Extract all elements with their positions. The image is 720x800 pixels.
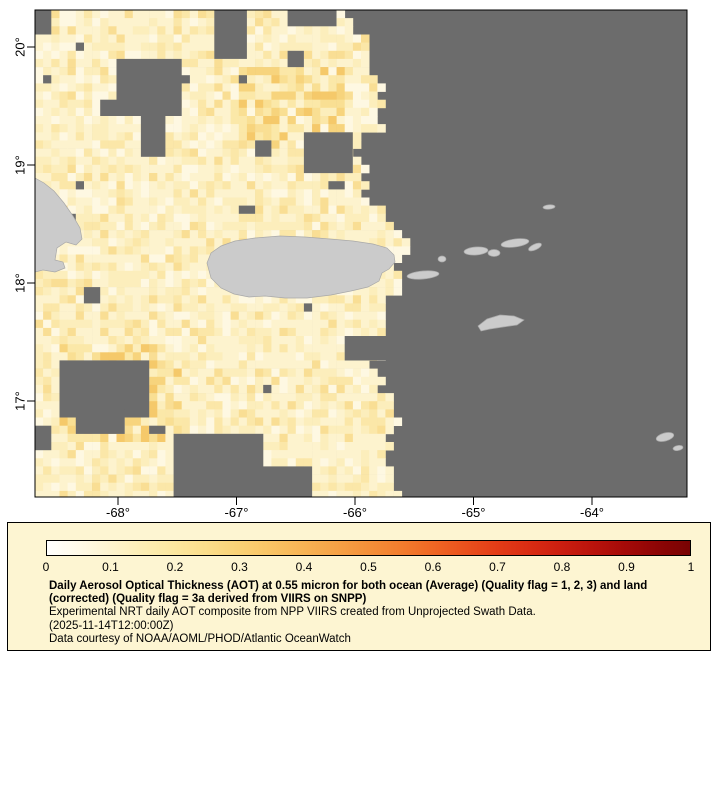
legend-box: 0 0.1 0.2 0.3 0.4 0.5 0.6 0.7 0.8 0.9 1 Daily Aero… xyxy=(7,522,711,651)
no-data-patch xyxy=(116,58,182,116)
landmass-vieques xyxy=(406,270,440,280)
legend-title: Daily Aerosol Optical Thickness (AOT) at… xyxy=(49,580,648,606)
colorbar-tick-label: 1 xyxy=(687,560,695,574)
landmass-small-island-se-1 xyxy=(655,432,675,442)
no-data-patch xyxy=(100,99,117,116)
landmass-puerto-rico xyxy=(206,235,396,299)
map-plot-border xyxy=(34,9,688,498)
landmass-virgin-gorda xyxy=(528,242,542,252)
landmass-small-island-se-2 xyxy=(672,445,684,451)
lon-tick-label: -67° xyxy=(225,505,249,520)
lon-tick-label: -65° xyxy=(462,505,486,520)
legend-subtitle: Experimental NRT daily AOT composite fro… xyxy=(49,606,536,619)
colorbar-tick-label: 0.2 xyxy=(166,560,184,574)
axis-ticks-and-labels: 20° 19° 18° 17° -68° -67° -66° -65° -64° xyxy=(13,37,605,520)
colorbar xyxy=(46,540,691,556)
no-data-patch xyxy=(75,409,125,434)
landmass-st-croix xyxy=(477,314,525,332)
lon-tick-label: -64° xyxy=(580,505,604,520)
colorbar-tick-label: 0 xyxy=(42,560,50,574)
no-data-patch xyxy=(255,140,272,157)
landmass-tortola xyxy=(500,238,530,248)
colorbar-tick-labels: 0 0.1 0.2 0.3 0.4 0.5 0.6 0.7 0.8 0.9 1 xyxy=(42,560,695,575)
colorbar-tick-label: 0.7 xyxy=(489,560,506,574)
lat-tick-label: 17° xyxy=(13,391,28,411)
landmass-st-john xyxy=(487,249,501,257)
no-data-patch xyxy=(344,336,394,361)
colorbar-tick-label: 0.1 xyxy=(102,560,119,574)
landmass-anegada xyxy=(542,204,556,210)
colorbar-tick-label: 0.9 xyxy=(618,560,635,574)
lon-tick-label: -66° xyxy=(343,505,367,520)
no-data-patch xyxy=(303,132,353,174)
lat-tick-label: 18° xyxy=(13,273,28,293)
landmass-layer xyxy=(35,177,684,451)
legend-credit: Data courtesy of NOAA/AOML/PHOD/Atlantic… xyxy=(49,632,351,645)
colorbar-tick-label: 0.6 xyxy=(424,560,442,574)
no-data-patch xyxy=(35,425,52,451)
map-figure: 20° 19° 18° 17° -68° -67° -66° -65° -64° xyxy=(13,9,688,520)
colorbar-tick-label: 0.4 xyxy=(295,560,313,574)
legend-timestamp: (2025-11-14T12:00:00Z) xyxy=(49,619,174,632)
no-data-patch xyxy=(214,10,247,59)
no-data-patch xyxy=(35,10,52,35)
colorbar-tick-label: 0.8 xyxy=(553,560,571,574)
no-data-patch xyxy=(287,50,304,68)
no-data-patch xyxy=(287,10,337,27)
no-data-patch xyxy=(83,287,101,304)
colorbar-tick-label: 0.5 xyxy=(360,560,377,574)
lat-tick-label: 20° xyxy=(13,37,28,57)
no-data-patch xyxy=(140,116,166,157)
colorbar-tick-label: 0.3 xyxy=(231,560,248,574)
lon-tick-label: -68° xyxy=(106,505,130,520)
no-data-patch xyxy=(246,466,313,497)
landmass-st-thomas xyxy=(463,246,489,256)
landmass-hispaniola-east-tip xyxy=(35,177,83,273)
lat-tick-label: 19° xyxy=(13,155,28,175)
landmass-culebra xyxy=(437,255,447,263)
legend-text-block: Daily Aerosol Optical Thickness (AOT) at… xyxy=(49,580,676,646)
